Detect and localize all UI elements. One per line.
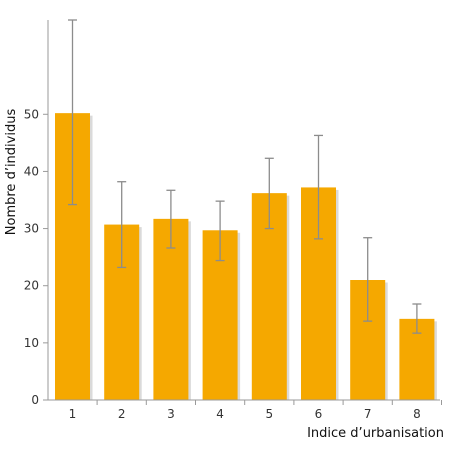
y-axis-ticks: 0 10 20 30 40 50 xyxy=(24,107,48,407)
error-bar-5 xyxy=(264,157,274,230)
y-tick-label-20: 20 xyxy=(24,279,39,293)
error-bar-2 xyxy=(117,181,127,269)
x-tick-label-1: 1 xyxy=(69,407,77,421)
error-bar-7 xyxy=(363,237,373,322)
bar-3 xyxy=(153,218,189,400)
error-bar-6 xyxy=(314,134,323,240)
bars xyxy=(55,113,435,401)
x-axis-title: Indice d’urbanisation xyxy=(307,426,444,441)
error-bars xyxy=(68,19,422,334)
x-tick-label-4: 4 xyxy=(216,407,224,421)
x-axis-ticks: 1 2 3 4 5 6 7 8 xyxy=(69,400,442,421)
y-tick-label-40: 40 xyxy=(24,164,39,178)
x-tick-label-6: 6 xyxy=(315,407,323,421)
x-tick-label-5: 5 xyxy=(265,407,273,421)
error-bar-4 xyxy=(215,200,225,262)
y-axis-title: Nombre d’individus xyxy=(4,109,19,236)
y-tick-label-50: 50 xyxy=(24,107,39,121)
y-tick-label-0: 0 xyxy=(31,393,39,407)
x-tick-label-7: 7 xyxy=(364,407,372,421)
error-bar-3 xyxy=(166,189,176,249)
error-bar-8 xyxy=(412,303,422,334)
x-tick-label-2: 2 xyxy=(118,407,126,421)
error-bar-1 xyxy=(68,19,77,206)
x-tick-label-3: 3 xyxy=(167,407,175,421)
x-tick-label-8: 8 xyxy=(413,407,421,421)
y-tick-label-30: 30 xyxy=(24,222,39,236)
y-tick-label-10: 10 xyxy=(24,336,39,350)
